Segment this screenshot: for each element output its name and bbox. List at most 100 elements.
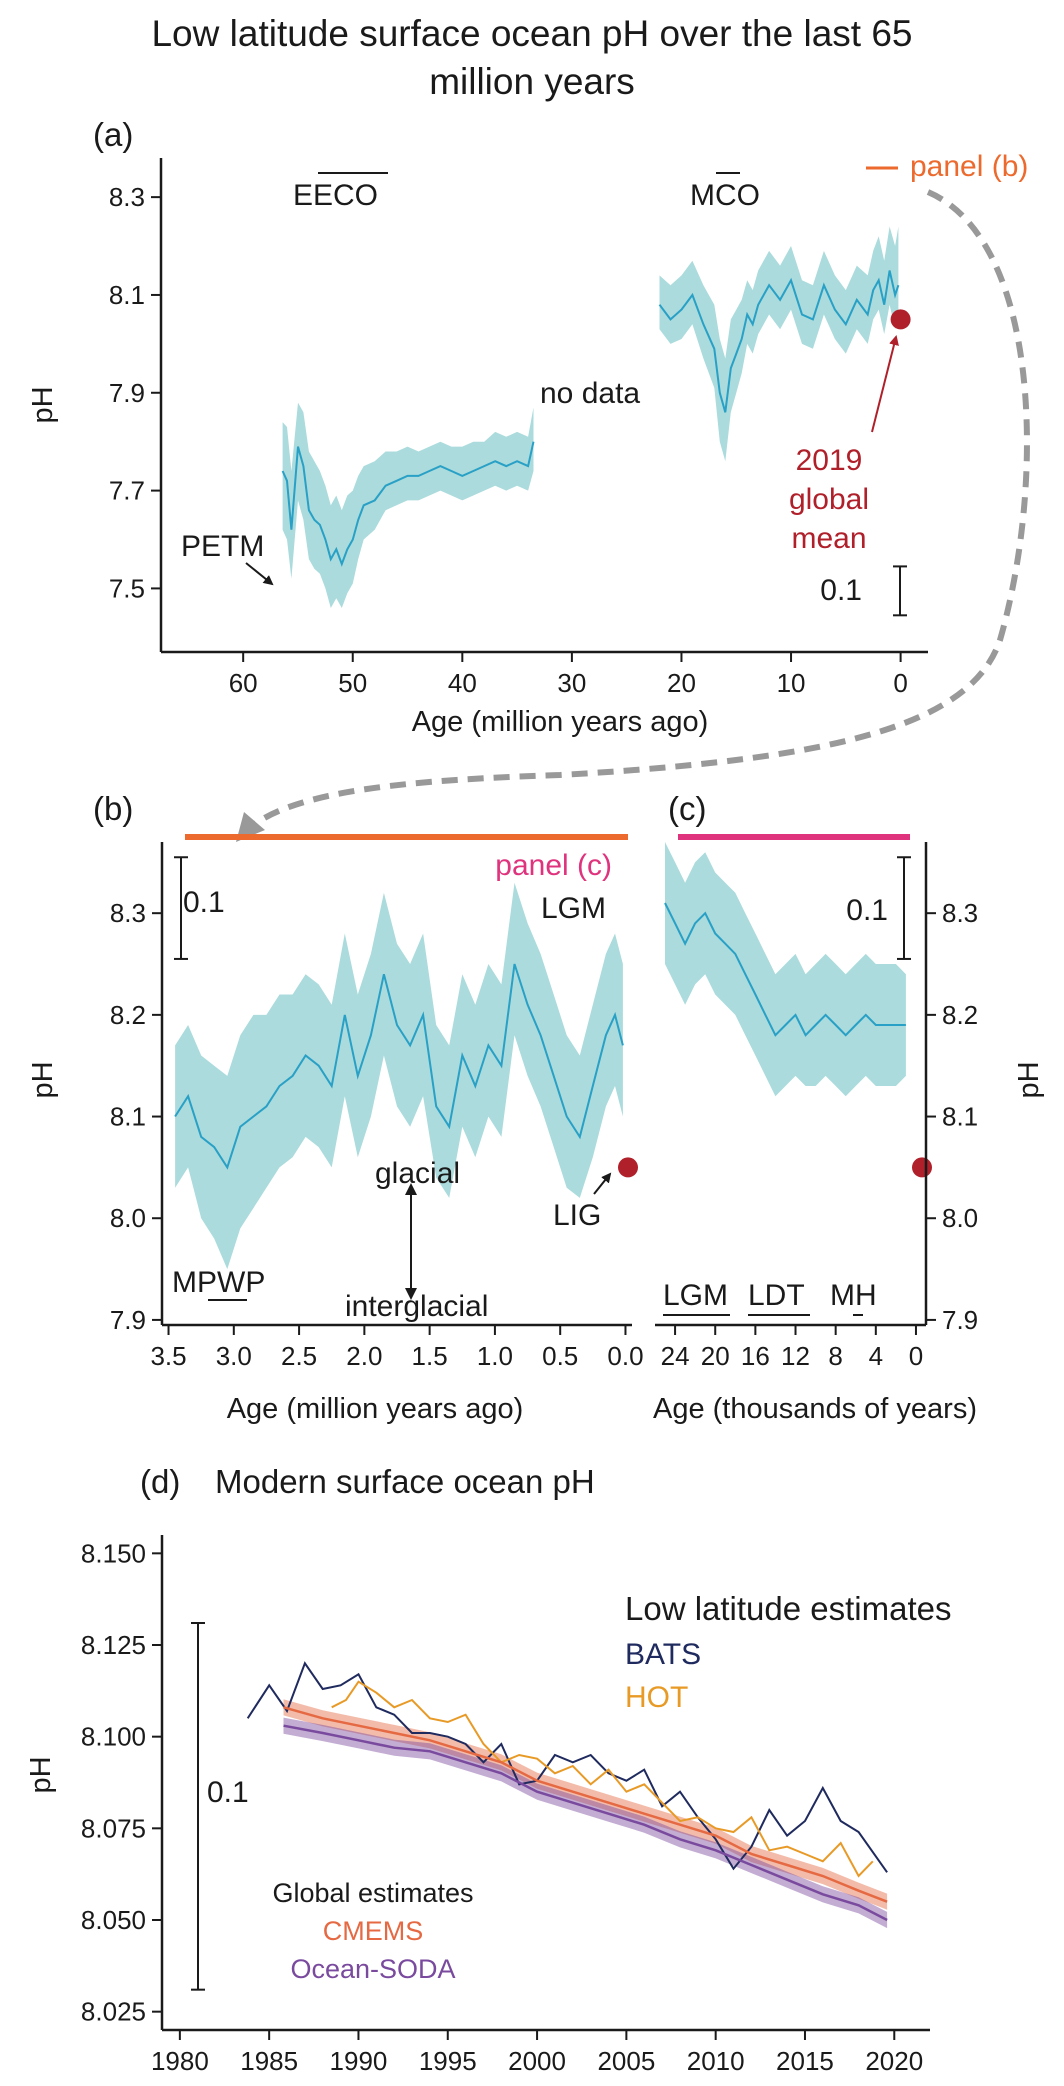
annotation-no-data: no data xyxy=(540,377,640,410)
x-tick-label: 10 xyxy=(777,668,806,698)
legend-bats: BATS xyxy=(625,1638,701,1671)
band-ocean-soda xyxy=(283,1717,888,1929)
global-mean-dot xyxy=(912,1157,932,1178)
panel-c-y-ticks: 7.9 8.0 8.1 8.2 8.3 xyxy=(926,898,978,1335)
x-tick-label: 24 xyxy=(661,1341,690,1371)
legend-ocean-soda: Ocean-SODA xyxy=(290,1954,455,1984)
y-tick-label: 8.2 xyxy=(942,1000,978,1030)
panel-b-scale-bar-label: 0.1 xyxy=(183,886,225,919)
x-tick-label: 1.5 xyxy=(412,1341,448,1371)
global-mean-dot xyxy=(890,309,911,330)
panel-b-y-ticks: 7.9 8.0 8.1 8.2 8.3 xyxy=(110,898,162,1335)
panel-b-inset-label: panel (b) xyxy=(910,150,1028,183)
panel-d-x-ticks: 1980 1985 1990 1995 2000 2005 2010 2015 2020 xyxy=(151,2030,923,2076)
panel-a-x-label: Age (million years ago) xyxy=(412,706,709,738)
series-line-bats xyxy=(246,1661,888,1873)
panel-a-marks xyxy=(281,226,911,608)
series-line-hot xyxy=(331,1680,874,1878)
y-tick-label: 7.7 xyxy=(109,476,145,506)
annotation-lgm-b: LGM xyxy=(541,892,606,925)
ph-uncertainty-band xyxy=(665,842,906,1097)
panel-d-y-ticks: 8.025 8.050 8.075 8.100 8.125 8.150 xyxy=(81,1538,162,2027)
y-tick-label: 8.1 xyxy=(942,1102,978,1132)
ph-uncertainty-band xyxy=(282,402,534,608)
x-tick-label: 0.0 xyxy=(607,1341,643,1371)
x-tick-label: 20 xyxy=(667,668,696,698)
y-tick-label: 8.0 xyxy=(942,1203,978,1233)
annotation-lgm-c: LGM xyxy=(663,1279,728,1312)
y-tick-label: 8.150 xyxy=(81,1538,146,1568)
mean-label-line2: global xyxy=(789,483,869,516)
y-tick-label: 8.100 xyxy=(81,1722,146,1752)
x-tick-label: 8 xyxy=(828,1341,842,1371)
panel-a-label: (a) xyxy=(93,116,133,153)
panel-c-y-label: pH xyxy=(1013,1061,1045,1098)
mean-arrow xyxy=(871,335,899,433)
x-tick-label: 0 xyxy=(909,1341,923,1371)
x-tick-label: 2005 xyxy=(597,2046,655,2076)
annotation-ldt: LDT xyxy=(748,1279,805,1312)
x-tick-label: 1980 xyxy=(151,2046,209,2076)
legend-heading-global: Global estimates xyxy=(272,1878,473,1908)
y-tick-label: 7.9 xyxy=(109,378,145,408)
y-tick-label: 8.025 xyxy=(81,1997,146,2027)
series-line-ocean-soda xyxy=(283,1724,888,1922)
legend-hot: HOT xyxy=(625,1681,688,1714)
mean-label-line3: mean xyxy=(791,522,866,555)
ph-line xyxy=(664,902,906,1037)
legend-cmems: CMEMS xyxy=(323,1916,424,1946)
x-tick-label: 16 xyxy=(741,1341,770,1371)
x-tick-label: 2.0 xyxy=(346,1341,382,1371)
panel-c-inset-label: panel (c) xyxy=(495,849,612,882)
y-tick-label: 8.3 xyxy=(942,898,978,928)
y-tick-label: 8.050 xyxy=(81,1905,146,1935)
x-tick-label: 2020 xyxy=(865,2046,923,2076)
panel-d-title: Modern surface ocean pH xyxy=(215,1463,595,1500)
panel-d-marks xyxy=(246,1661,888,1929)
x-tick-label: 2000 xyxy=(508,2046,566,2076)
y-tick-label: 8.3 xyxy=(110,898,146,928)
x-tick-label: 20 xyxy=(701,1341,730,1371)
y-tick-label: 8.1 xyxy=(110,1102,146,1132)
ph-line xyxy=(281,441,535,567)
x-tick-label: 12 xyxy=(781,1341,810,1371)
y-tick-label: 8.125 xyxy=(81,1630,146,1660)
y-tick-label: 7.9 xyxy=(110,1305,146,1335)
panel-c-x-ticks: 24 20 16 12 8 4 0 xyxy=(661,1325,923,1371)
annotation-mco: MCO xyxy=(690,179,760,212)
x-tick-label: 2015 xyxy=(776,2046,834,2076)
y-tick-label: 7.5 xyxy=(109,573,145,603)
x-tick-label: 0 xyxy=(893,668,907,698)
panel-c-x-label: Age (thousands of years) xyxy=(653,1393,977,1425)
ph-line xyxy=(658,270,900,413)
ph-uncertainty-band xyxy=(175,882,623,1270)
x-tick-label: 30 xyxy=(557,668,586,698)
panel-c-marks xyxy=(664,842,932,1178)
lig-arrow xyxy=(593,1172,612,1195)
x-tick-label: 0.5 xyxy=(542,1341,578,1371)
figure-title-line1: Low latitude surface ocean pH over the l… xyxy=(151,13,912,54)
figure-title-line2: million years xyxy=(429,61,635,102)
y-tick-label: 8.0 xyxy=(110,1203,146,1233)
panel-a-x-ticks: 60 50 40 30 20 10 0 xyxy=(229,652,908,698)
legend-heading-low-latitude: Low latitude estimates xyxy=(625,1590,952,1627)
ph-line xyxy=(174,963,624,1170)
panel-c-label: (c) xyxy=(668,790,706,827)
x-tick-label: 1990 xyxy=(330,2046,388,2076)
y-tick-label: 8.075 xyxy=(81,1813,146,1843)
global-mean-dot xyxy=(618,1157,638,1178)
annotation-glacial: glacial xyxy=(375,1157,460,1190)
x-tick-label: 2.5 xyxy=(281,1341,317,1371)
panel-a-scale-bar-label: 0.1 xyxy=(820,574,862,607)
panel-a-scale-bar xyxy=(893,565,907,617)
x-tick-label: 50 xyxy=(338,668,367,698)
panel-c: (c) 7.9 8.0 8.1 8.2 8.3 24 20 16 12 8 4 0 pH Age (… xyxy=(653,790,1045,1425)
y-tick-label: 8.1 xyxy=(109,280,145,310)
petm-arrow xyxy=(245,562,274,586)
x-tick-label: 4 xyxy=(869,1341,883,1371)
ph-uncertainty-band xyxy=(659,226,899,462)
panel-b-marks xyxy=(174,882,638,1270)
x-tick-label: 2010 xyxy=(687,2046,745,2076)
x-tick-label: 1995 xyxy=(419,2046,477,2076)
